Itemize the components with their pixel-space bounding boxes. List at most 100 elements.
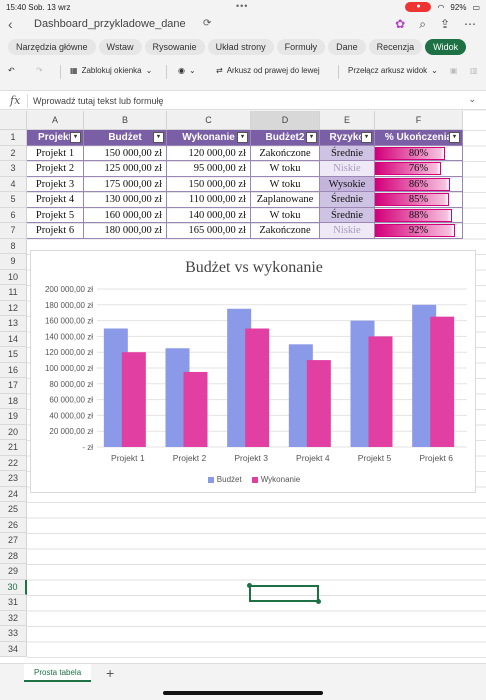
row-header[interactable]: 24 [0, 486, 27, 502]
row-header[interactable]: 6 [0, 207, 27, 223]
table-cell-wykonanie[interactable]: 120 000,00 zł [167, 145, 251, 161]
filter-dropdown-icon[interactable]: ▾ [237, 132, 248, 143]
progress-cell[interactable]: 80% [375, 145, 463, 161]
home-indicator[interactable] [163, 691, 323, 695]
row-header[interactable]: 25 [0, 502, 27, 518]
sheet-view-icon[interactable]: ▥ [470, 66, 478, 75]
spreadsheet-grid[interactable]: Budżet vs wykonanie 200 000,00 zł 180 000… [0, 111, 486, 663]
bar-wykonanie[interactable] [430, 316, 455, 447]
table-cell-wykonanie[interactable]: 150 000,00 zł [167, 176, 251, 192]
column-header-b[interactable]: B [84, 111, 167, 130]
tab-page-layout[interactable]: Układ strony [207, 39, 274, 55]
tab-view[interactable]: Widok [425, 39, 467, 55]
bar-wykonanie[interactable] [245, 328, 270, 448]
freeze-panes-button[interactable]: ▦ Zablokuj okienka ⌄ [70, 66, 152, 75]
row-header[interactable]: 1 [0, 130, 27, 146]
progress-cell[interactable]: 76% [375, 161, 463, 177]
table-cell-status[interactable]: Zaplanowane [251, 192, 320, 208]
undo-icon[interactable]: ↶ [8, 66, 15, 75]
row-header[interactable]: 18 [0, 393, 27, 409]
multitask-dots-icon[interactable]: ••• [236, 1, 249, 11]
row-header[interactable]: 28 [0, 548, 27, 564]
row-header[interactable]: 29 [0, 564, 27, 580]
tab-data[interactable]: Dane [328, 39, 366, 55]
table-cell-status[interactable]: W toku [251, 176, 320, 192]
table-cell-projekt[interactable]: Projekt 1 [27, 145, 84, 161]
column-header-e[interactable]: E [320, 111, 375, 130]
table-cell-budzet[interactable]: 125 000,00 zł [84, 161, 167, 177]
save-view-icon[interactable]: ▣ [450, 66, 458, 75]
table-cell-projekt[interactable]: Projekt 2 [27, 161, 84, 177]
column-header-c[interactable]: C [167, 111, 251, 130]
row-header[interactable]: 16 [0, 362, 27, 378]
right-to-left-button[interactable]: ⇄ Arkusz od prawej do lewej [216, 66, 320, 75]
row-header[interactable]: 14 [0, 331, 27, 347]
view-options-button[interactable]: ◉ ⌄ [178, 66, 196, 75]
row-header[interactable]: 3 [0, 161, 27, 177]
filter-dropdown-icon[interactable]: ▾ [153, 132, 164, 143]
table-cell-ryzyko[interactable]: Średnie [320, 207, 375, 223]
progress-cell[interactable]: 88% [375, 207, 463, 223]
filter-dropdown-icon[interactable]: ▾ [361, 132, 372, 143]
select-all-corner[interactable] [0, 111, 27, 130]
row-header[interactable]: 13 [0, 316, 27, 332]
column-header-f[interactable]: F [375, 111, 463, 130]
header-budzet[interactable]: Budżet ▾ [84, 130, 167, 146]
row-header[interactable]: 11 [0, 285, 27, 301]
row-header[interactable]: 30 [0, 579, 27, 595]
filter-dropdown-icon[interactable]: ▾ [449, 132, 460, 143]
table-cell-status[interactable]: W toku [251, 207, 320, 223]
filter-dropdown-icon[interactable]: ▾ [70, 132, 81, 143]
table-cell-ryzyko[interactable]: Średnie [320, 145, 375, 161]
sheet-tab-prosta-tabela[interactable]: Prosta tabela [24, 664, 92, 682]
header-ryzyko[interactable]: Ryzyko ▾ [320, 130, 375, 146]
tab-insert[interactable]: Wstaw [98, 39, 142, 55]
row-header[interactable]: 8 [0, 238, 27, 254]
table-cell-ryzyko[interactable]: Średnie [320, 192, 375, 208]
column-header-d[interactable]: D [251, 111, 320, 130]
row-header[interactable]: 7 [0, 223, 27, 239]
function-icon[interactable]: fx [10, 94, 21, 107]
file-name[interactable]: Dashboard_przykladowe_dane [34, 18, 186, 30]
tab-review[interactable]: Recenzja [368, 39, 423, 55]
progress-cell[interactable]: 86% [375, 176, 463, 192]
table-cell-status[interactable]: Zakończone [251, 223, 320, 239]
table-cell-wykonanie[interactable]: 110 000,00 zł [167, 192, 251, 208]
row-header[interactable]: 22 [0, 455, 27, 471]
bar-wykonanie[interactable] [306, 360, 331, 447]
table-cell-budzet[interactable]: 150 000,00 zł [84, 145, 167, 161]
row-header[interactable]: 10 [0, 269, 27, 285]
selection-handle[interactable] [247, 583, 252, 588]
row-header[interactable]: 17 [0, 378, 27, 394]
filter-dropdown-icon[interactable]: ▾ [306, 132, 317, 143]
table-cell-status[interactable]: W toku [251, 161, 320, 177]
row-header[interactable]: 20 [0, 424, 27, 440]
header-projekt[interactable]: Projekt ▾ [27, 130, 84, 146]
table-cell-projekt[interactable]: Projekt 5 [27, 207, 84, 223]
selection-handle[interactable] [316, 599, 321, 604]
row-header[interactable]: 15 [0, 347, 27, 363]
header-budzet2[interactable]: Budżet2 ▾ [251, 130, 320, 146]
table-cell-status[interactable]: Zakończone [251, 145, 320, 161]
tab-home[interactable]: Narzędzia główne [8, 39, 96, 55]
row-header[interactable]: 21 [0, 440, 27, 456]
selected-cell-range[interactable] [247, 583, 321, 604]
progress-cell[interactable]: 85% [375, 192, 463, 208]
header-wykonanie[interactable]: Wykonanie ▾ [167, 130, 251, 146]
table-cell-ryzyko[interactable]: Wysokie [320, 176, 375, 192]
row-header[interactable]: 32 [0, 610, 27, 626]
redo-icon[interactable]: ↷ [36, 66, 43, 75]
bar-wykonanie[interactable] [368, 336, 393, 447]
table-cell-budzet[interactable]: 160 000,00 zł [84, 207, 167, 223]
table-cell-projekt[interactable]: Projekt 4 [27, 192, 84, 208]
row-header[interactable]: 34 [0, 641, 27, 657]
bar-wykonanie[interactable] [121, 352, 146, 447]
tab-formulas[interactable]: Formuły [276, 39, 326, 55]
row-header[interactable]: 27 [0, 533, 27, 549]
tab-draw[interactable]: Rysowanie [144, 39, 205, 55]
formula-input[interactable]: Wprowadź tutaj tekst lub formułę [33, 96, 164, 106]
table-cell-budzet[interactable]: 175 000,00 zł [84, 176, 167, 192]
header-ukonczenia[interactable]: % Ukończenia ▾ [375, 130, 463, 146]
row-header[interactable]: 5 [0, 192, 27, 208]
column-header-a[interactable]: A [27, 111, 84, 130]
